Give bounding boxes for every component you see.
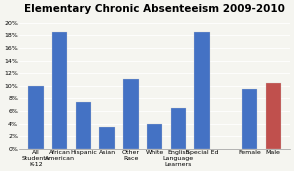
Bar [242,89,257,149]
Bar [171,108,186,149]
Bar [123,80,139,149]
Bar [76,102,91,149]
Bar [52,32,67,149]
Bar [99,127,115,149]
Title: Elementary Chronic Absenteeism 2009-2010: Elementary Chronic Absenteeism 2009-2010 [24,4,285,14]
Bar [147,124,162,149]
Bar [194,32,210,149]
Bar [28,86,44,149]
Bar [265,83,281,149]
